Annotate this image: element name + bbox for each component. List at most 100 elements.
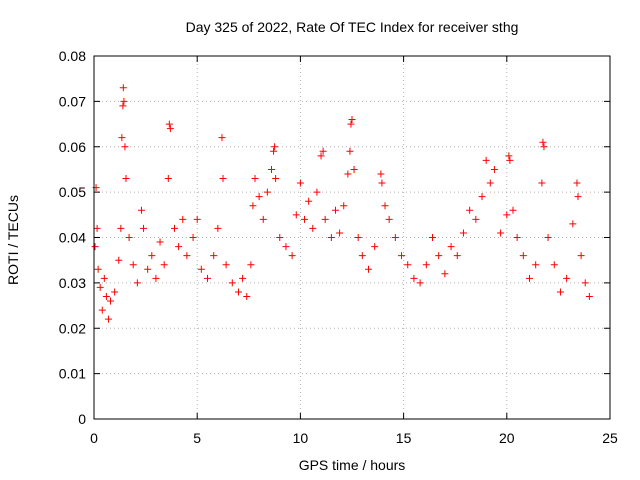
data-point: [268, 165, 276, 173]
data-point: [577, 252, 585, 260]
x-tick-label: 15: [396, 430, 412, 446]
data-point: [121, 143, 129, 151]
data-point: [96, 283, 104, 291]
data-point: [175, 243, 183, 251]
data-point: [247, 261, 255, 269]
data-point: [91, 243, 99, 251]
y-tick-label: 0.07: [59, 93, 86, 109]
data-point: [539, 138, 547, 146]
data-point: [102, 292, 110, 300]
data-point: [98, 306, 106, 314]
data-point: [183, 252, 191, 260]
data-point: [391, 234, 399, 241]
y-tick-label: 0.01: [59, 366, 86, 382]
tick-layer: 0 0.01 0.02 0.03 0.04 0.05 0.06 0.07 0.08 0 5 10 15 2…: [59, 48, 618, 446]
data-point: [255, 193, 263, 201]
y-tick-label: 0.06: [59, 139, 86, 155]
data-point: [115, 256, 123, 264]
data-point: [422, 261, 430, 269]
data-point: [503, 211, 511, 219]
data-point: [204, 274, 212, 282]
points-layer: [91, 84, 593, 323]
data-point: [321, 215, 329, 223]
data-point: [466, 206, 474, 214]
data-point: [165, 120, 173, 128]
data-point: [292, 211, 300, 219]
data-point: [309, 224, 317, 232]
data-point: [179, 215, 187, 223]
data-point: [505, 152, 513, 160]
x-tick-label: 10: [293, 430, 309, 446]
data-point: [305, 197, 313, 205]
data-point: [100, 274, 108, 282]
data-point: [435, 252, 443, 260]
data-point: [478, 193, 486, 201]
data-point: [133, 279, 141, 287]
data-point: [263, 188, 271, 196]
data-point: [569, 220, 577, 228]
data-point: [453, 252, 461, 260]
data-point: [239, 274, 247, 282]
data-point: [350, 165, 358, 173]
data-point: [228, 279, 236, 287]
data-point: [317, 152, 325, 160]
data-point: [416, 279, 424, 287]
data-point: [119, 102, 127, 110]
data-point: [94, 265, 102, 273]
y-tick-label: 0.04: [59, 230, 86, 246]
x-tick-label: 5: [193, 430, 201, 446]
data-point: [122, 175, 130, 183]
data-point: [111, 288, 119, 296]
data-point: [347, 120, 355, 128]
data-point: [160, 261, 168, 269]
data-point: [193, 215, 201, 223]
data-point: [259, 215, 267, 223]
data-point: [156, 238, 164, 246]
data-point: [219, 175, 227, 183]
data-point: [272, 175, 280, 183]
y-axis-label: ROTI / TECUs: [5, 195, 21, 285]
data-point: [189, 234, 197, 241]
x-tick-label: 25: [602, 430, 618, 446]
data-point: [93, 224, 101, 232]
data-point: [573, 179, 581, 187]
data-point: [170, 224, 178, 232]
data-point: [218, 134, 226, 142]
data-point: [513, 234, 521, 241]
data-point: [410, 274, 418, 282]
data-point: [377, 170, 385, 178]
data-point: [340, 202, 348, 210]
data-point: [550, 261, 558, 269]
data-point: [148, 252, 156, 260]
data-point: [234, 288, 242, 296]
x-tick-label: 0: [90, 430, 98, 446]
data-point: [104, 315, 112, 323]
data-point: [270, 147, 278, 155]
data-point: [447, 243, 455, 251]
data-point: [327, 234, 335, 241]
data-point: [486, 179, 494, 187]
data-point: [243, 292, 251, 300]
data-point: [540, 143, 548, 151]
data-point: [117, 224, 125, 232]
data-point: [398, 252, 406, 260]
data-point: [164, 175, 172, 183]
data-point: [563, 274, 571, 282]
chart-title: Day 325 of 2022, Rate Of TEC Index for r…: [186, 19, 519, 35]
data-point: [506, 156, 514, 164]
data-point: [441, 270, 449, 278]
data-point: [249, 202, 257, 210]
data-point: [519, 252, 527, 260]
data-point: [119, 84, 127, 92]
data-point: [581, 279, 589, 287]
data-point: [378, 179, 386, 187]
data-point: [381, 202, 389, 210]
data-point: [344, 170, 352, 178]
data-point: [129, 261, 137, 269]
data-point: [319, 147, 327, 155]
data-point: [271, 143, 279, 151]
y-tick-label: 0.05: [59, 184, 86, 200]
data-point: [556, 288, 564, 296]
data-point: [140, 224, 148, 232]
